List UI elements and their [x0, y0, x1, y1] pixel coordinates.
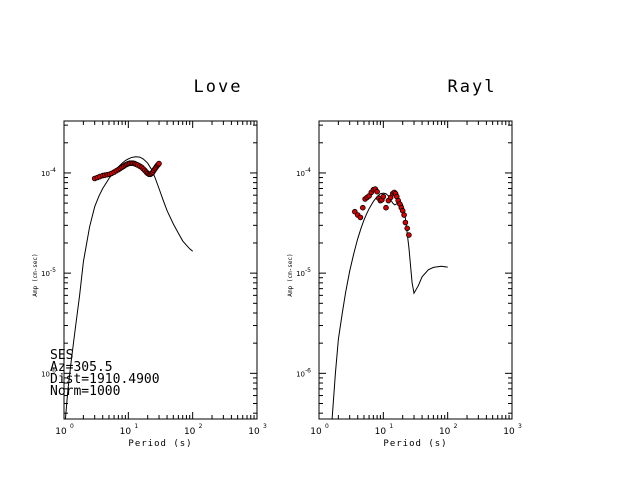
- rayl-x-tick-label: 10: [375, 427, 387, 437]
- love-plot-frame: [63, 120, 258, 420]
- love-x-axis-label: Period (s): [128, 439, 192, 449]
- rayl-data-point: [359, 204, 366, 211]
- love-y-tick-exponent: -6: [50, 367, 56, 374]
- rayl-x-tick-exponent: 1: [389, 423, 393, 430]
- rayl-y-tick-label: 10: [296, 170, 305, 178]
- rayl-y-tick-exponent: -4: [305, 167, 311, 174]
- rayl-y-tick-exponent: -5: [305, 267, 311, 274]
- love-x-tick-exponent: 1: [134, 423, 138, 430]
- love-annotation-line: SES: [50, 348, 73, 363]
- rayl-data-point: [357, 214, 364, 221]
- love-annotation-line: Norm=1000: [50, 384, 120, 399]
- love-y-tick-exponent: -4: [50, 167, 56, 174]
- rayl-x-tick-label: 10: [439, 427, 451, 437]
- love-y-tick-label: 10: [41, 270, 50, 278]
- love-x-tick-label: 10: [248, 427, 260, 437]
- love-y-tick-label: 10: [41, 370, 50, 378]
- rayl-data-point: [406, 232, 412, 238]
- rayl-data-point: [374, 188, 380, 195]
- rayl-x-tick-exponent: 0: [325, 423, 329, 430]
- rayl-x-tick-exponent: 3: [518, 423, 522, 430]
- rayl-x-tick-label: 10: [503, 427, 515, 437]
- love-y-tick-label: 10: [41, 170, 50, 178]
- rayl-x-axis-label: Period (s): [383, 439, 447, 449]
- love-y-axis-label: Amp (cm-sec): [32, 253, 39, 296]
- rayl-y-tick-label: 10: [296, 370, 305, 378]
- rayl-y-tick-label: 10: [296, 270, 305, 278]
- love-x-tick-exponent: 0: [70, 423, 74, 430]
- rayl-data-point: [380, 193, 387, 200]
- love-annotation-line: Az=305.5: [50, 360, 113, 375]
- love-data-point: [156, 160, 162, 167]
- rayl-x-tick-label: 10: [310, 427, 322, 437]
- love-title: Love: [194, 77, 243, 97]
- love-x-tick-exponent: 2: [199, 423, 203, 430]
- love-x-tick-label: 10: [55, 427, 67, 437]
- rayl-y-axis-label: Amp (cm-sec): [287, 253, 294, 296]
- love-x-tick-label: 10: [120, 427, 132, 437]
- rayl-y-tick-exponent: -6: [305, 367, 311, 374]
- rayl-data-point: [401, 212, 407, 218]
- love-x-tick-exponent: 3: [263, 423, 267, 430]
- love-annotation-line: Dist=1910.4900: [50, 372, 160, 387]
- rayl-plot-frame: [318, 120, 513, 420]
- rayl-model-curve: [331, 192, 448, 420]
- rayl-title: Rayl: [448, 77, 497, 97]
- rayl-data-point: [402, 219, 409, 226]
- love-model-curve: [64, 156, 194, 420]
- rayl-x-tick-exponent: 2: [454, 423, 458, 430]
- love-y-tick-exponent: -5: [50, 267, 56, 274]
- love-x-tick-label: 10: [184, 427, 196, 437]
- rayl-data-point: [383, 204, 389, 211]
- rayl-data-point: [404, 225, 411, 232]
